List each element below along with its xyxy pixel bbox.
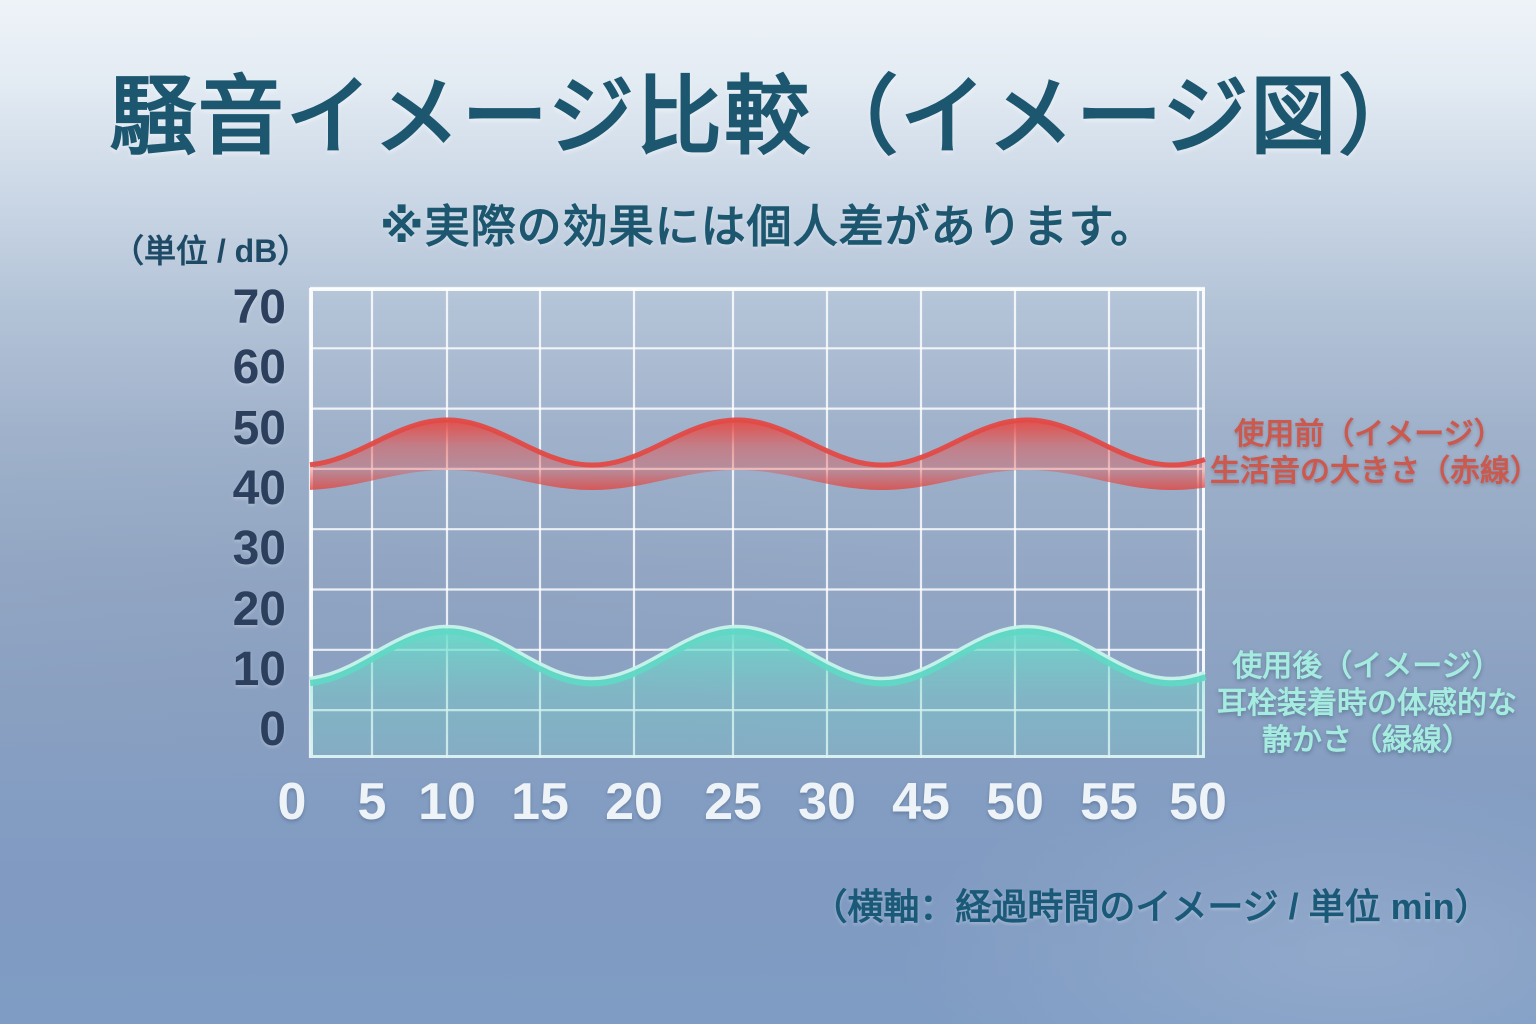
y-tick-label: 10 bbox=[232, 642, 286, 696]
x-tick-label: 10 bbox=[418, 773, 476, 831]
y-tick-label: 20 bbox=[232, 582, 286, 636]
disclaimer-note: ※実際の効果には個人差があります。 bbox=[379, 201, 1157, 252]
red-wave-edge bbox=[309, 417, 1206, 468]
legend-line: 耳栓装着時の体感的な bbox=[1217, 687, 1517, 720]
y-tick-label: 0 bbox=[259, 703, 286, 757]
x-tick-label: 0 bbox=[277, 773, 307, 831]
y-tick-label: 60 bbox=[232, 341, 286, 395]
x-tick-label: 55 bbox=[1080, 773, 1138, 831]
x-tick-label: 30 bbox=[798, 773, 856, 831]
y-tick-label: 70 bbox=[232, 281, 286, 334]
red-wave-band bbox=[310, 420, 1205, 490]
legend-line: 使用後（イメージ） bbox=[1232, 650, 1502, 683]
x-tick-label: 5 bbox=[357, 773, 387, 831]
x-tick-label: 20 bbox=[605, 773, 663, 831]
y-tick-label: 50 bbox=[232, 401, 286, 455]
teal-wave-area bbox=[310, 630, 1205, 758]
x-axis-note: （横軸：経過時間のイメージ / 単位 min） bbox=[811, 886, 1491, 927]
x-tick-label: 50 bbox=[986, 773, 1044, 831]
y-tick-label: 30 bbox=[232, 522, 286, 576]
legend-line: 静かさ（緑線） bbox=[1262, 724, 1472, 757]
chart-plot-area bbox=[308, 286, 1207, 758]
y-tick-label: 40 bbox=[232, 461, 286, 515]
y-axis-unit-label: （単位 / dB） bbox=[112, 233, 310, 269]
teal-wave-edge bbox=[309, 625, 1207, 687]
x-tick-label: 15 bbox=[511, 773, 569, 831]
x-tick-label: 25 bbox=[704, 773, 762, 831]
x-tick-label: 45 bbox=[892, 773, 950, 831]
legend-line: 使用前（イメージ） bbox=[1234, 418, 1504, 451]
teal-wave-rim bbox=[309, 624, 1206, 681]
x-tick-label: 50 bbox=[1169, 773, 1227, 831]
legend-after-use: 使用後（イメージ） 耳栓装着時の体感的な 静かさ（緑線） bbox=[1206, 648, 1528, 759]
page-title: 騒音イメージ比較（イメージ図） bbox=[109, 69, 1427, 165]
legend-before-use: 使用前（イメージ） 生活音の大きさ（赤線） bbox=[1210, 416, 1536, 490]
legend-line: 生活音の大きさ（赤線） bbox=[1210, 455, 1536, 488]
